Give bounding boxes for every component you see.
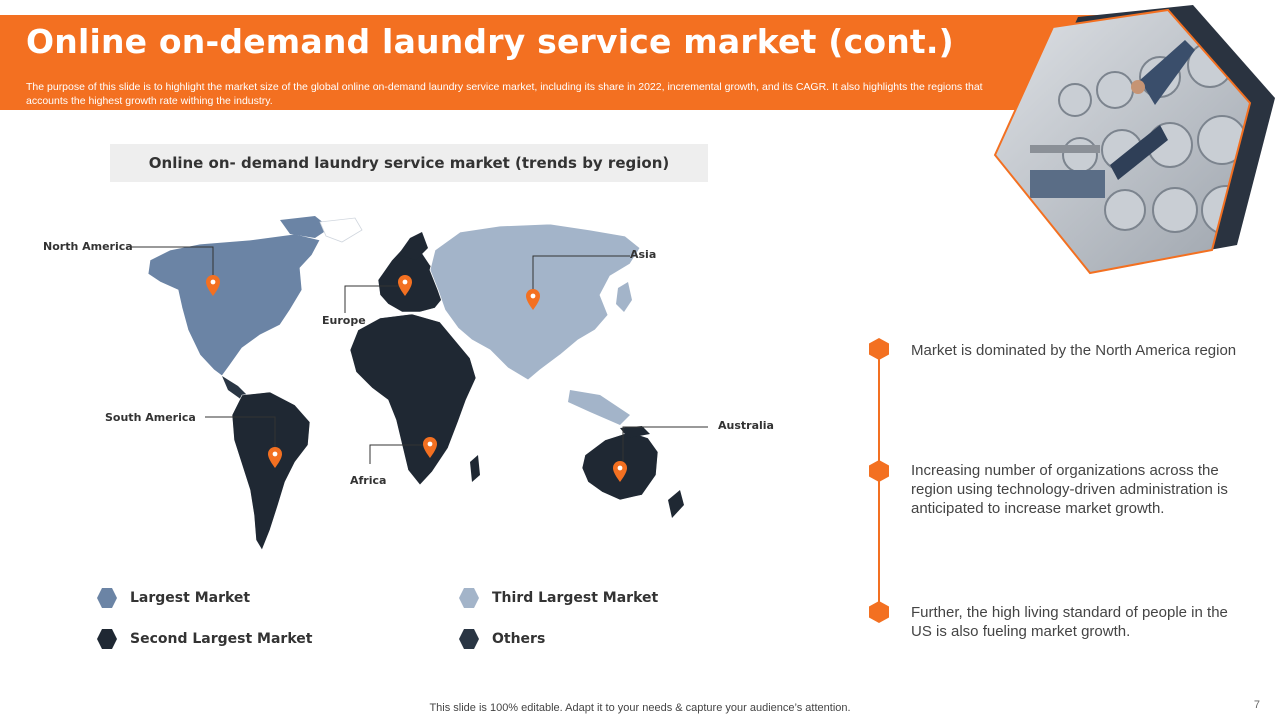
pin-asia xyxy=(526,289,540,310)
section-heading: Online on- demand laundry service market… xyxy=(148,154,670,172)
hexagon-icon xyxy=(459,588,479,608)
legend-others: Others xyxy=(458,628,545,650)
slide-subtitle: The purpose of this slide is to highligh… xyxy=(26,81,983,107)
south-america-shape xyxy=(231,391,311,551)
label-north-america: North America xyxy=(43,240,133,253)
hexagon-icon xyxy=(97,629,117,649)
hexagon-icon xyxy=(97,588,117,608)
africa-shape xyxy=(349,313,477,486)
laundromat-photo xyxy=(990,5,1280,277)
title-band xyxy=(0,15,1165,110)
label-asia: Asia xyxy=(630,248,657,261)
label-south-america: South America xyxy=(105,411,196,424)
legend-label: Second Largest Market xyxy=(130,631,313,647)
insight-text: Further, the high living standard of peo… xyxy=(911,604,1228,640)
hexagon-icon xyxy=(869,601,889,623)
pin-north-america xyxy=(206,275,220,296)
hexagon-icon xyxy=(869,338,889,360)
insight-text: Market is dominated by the North America… xyxy=(911,342,1237,359)
slide-title: Online on-demand laundry service market … xyxy=(26,22,954,61)
pin-australia xyxy=(613,461,627,482)
pin-europe xyxy=(398,275,412,296)
legend-largest-market: Largest Market xyxy=(96,587,250,609)
legend-label: Third Largest Market xyxy=(492,590,659,606)
hexagon-icon xyxy=(869,460,889,482)
legend-second-largest-market: Second Largest Market xyxy=(96,628,312,650)
pin-africa xyxy=(423,437,437,458)
legend-label: Others xyxy=(492,631,546,647)
label-africa: Africa xyxy=(350,474,387,487)
hexagon-icon xyxy=(459,629,479,649)
legend-label: Largest Market xyxy=(130,590,251,606)
insight-text: Increasing number of organizations acros… xyxy=(911,462,1228,517)
label-europe: Europe xyxy=(322,314,366,327)
world-map xyxy=(116,200,710,570)
legend-third-largest-market: Third Largest Market xyxy=(458,587,658,609)
page-number: 7 xyxy=(1253,699,1260,711)
section-heading-box: Online on- demand laundry service market… xyxy=(110,144,708,182)
north-america-shape xyxy=(147,233,321,377)
label-australia: Australia xyxy=(718,419,774,432)
footer-note: This slide is 100% editable. Adapt it to… xyxy=(429,702,851,714)
pin-south-america xyxy=(268,447,282,468)
